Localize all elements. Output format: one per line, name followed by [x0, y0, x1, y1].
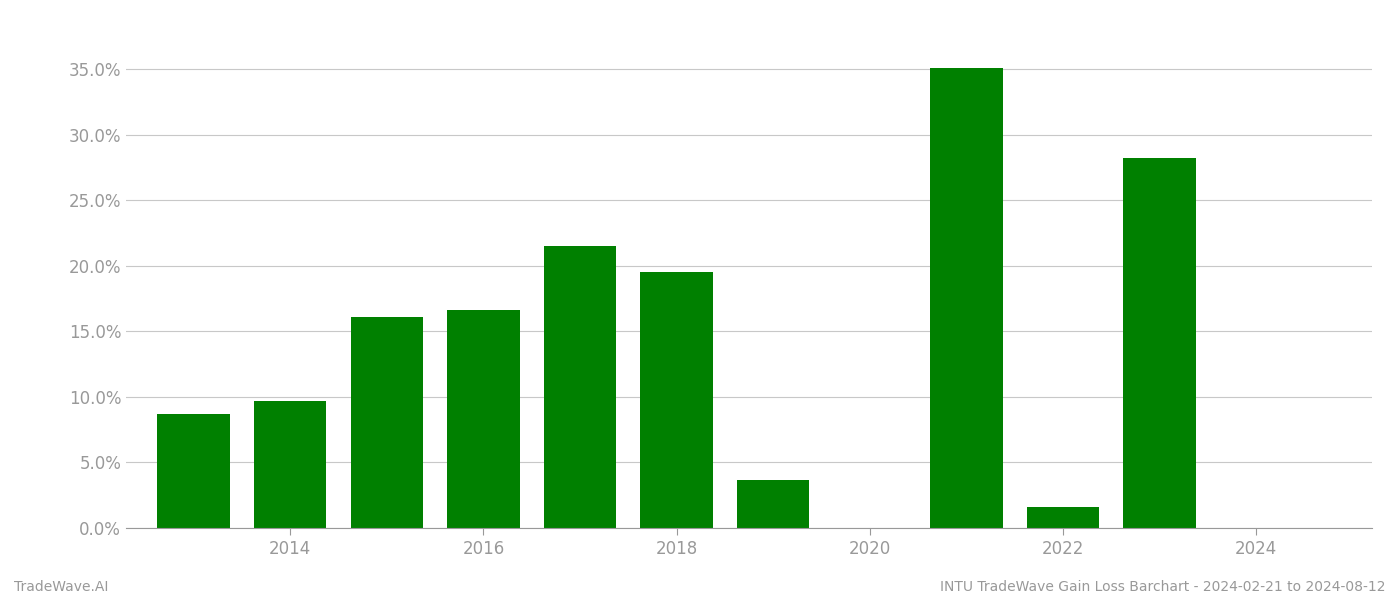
Text: INTU TradeWave Gain Loss Barchart - 2024-02-21 to 2024-08-12: INTU TradeWave Gain Loss Barchart - 2024…: [941, 580, 1386, 594]
Bar: [157, 414, 230, 528]
Bar: [736, 479, 809, 528]
Bar: [1026, 507, 1099, 528]
Bar: [447, 310, 519, 528]
Bar: [930, 68, 1002, 528]
Bar: [640, 272, 713, 528]
Bar: [543, 246, 616, 528]
Bar: [350, 317, 423, 528]
Bar: [253, 401, 326, 528]
Text: TradeWave.AI: TradeWave.AI: [14, 580, 108, 594]
Bar: [1123, 158, 1196, 528]
